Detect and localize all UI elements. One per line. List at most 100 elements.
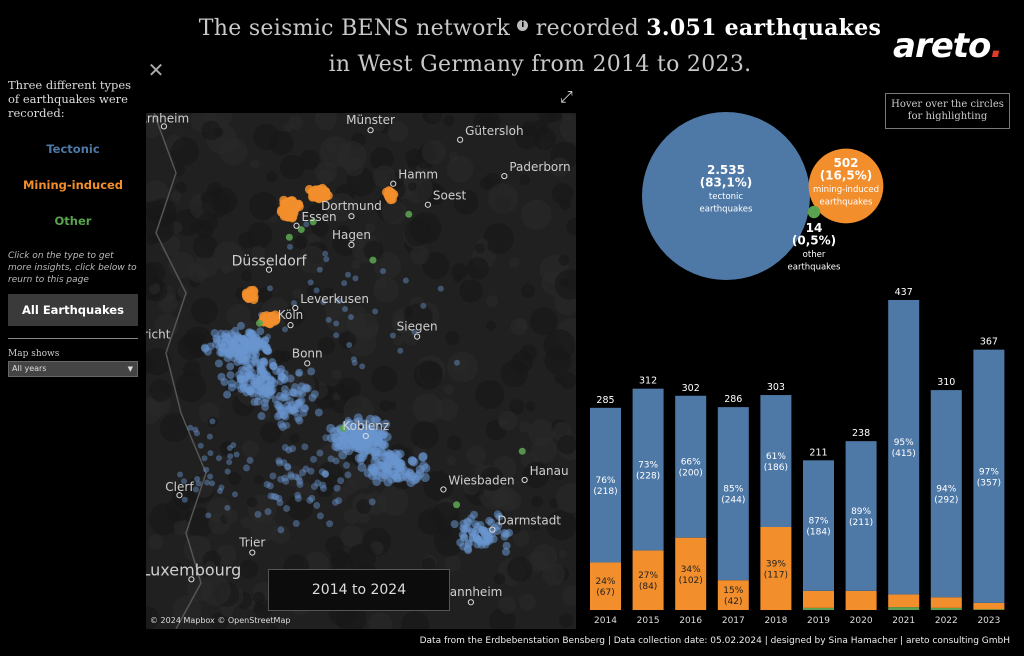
city-marker bbox=[265, 266, 273, 273]
bar-total-label: 286 bbox=[724, 394, 742, 405]
quake-point bbox=[471, 520, 480, 529]
quake-point bbox=[319, 481, 327, 489]
quake-point bbox=[381, 419, 391, 429]
bar-year-label: 2018 bbox=[764, 616, 787, 626]
bar-mining-2021[interactable] bbox=[888, 594, 920, 608]
map-shows-select[interactable]: All years ▼ bbox=[8, 361, 138, 377]
bubble-label: 502 bbox=[833, 156, 858, 170]
quake-point bbox=[352, 275, 359, 282]
quake-point bbox=[322, 250, 329, 257]
bar-tectonic-2022[interactable] bbox=[930, 390, 962, 598]
bubble-chart[interactable]: 2.535(83,1%) tectonic earthquakes 502(16,5%… bbox=[600, 96, 900, 286]
city-marker bbox=[390, 180, 397, 187]
type-mining-induced[interactable]: Mining-induced bbox=[22, 178, 124, 192]
close-icon[interactable]: ✕ bbox=[147, 58, 165, 82]
bubble-mining[interactable] bbox=[808, 148, 884, 224]
quake-point bbox=[194, 475, 201, 482]
bar-mining-2015[interactable] bbox=[632, 550, 664, 610]
all-earthquakes-button[interactable]: All Earthquakes bbox=[8, 294, 138, 326]
bar-pct-label: 76% bbox=[595, 476, 615, 486]
bar-tectonic-2018[interactable] bbox=[760, 395, 792, 528]
bar-tectonic-2017[interactable] bbox=[717, 407, 749, 581]
city-marker bbox=[176, 492, 183, 499]
city-marker bbox=[292, 304, 299, 312]
bar-other-2023[interactable] bbox=[973, 609, 1005, 610]
quake-point bbox=[223, 390, 232, 399]
type-tectonic[interactable]: Tectonic bbox=[46, 142, 100, 156]
bar-tectonic-2019[interactable] bbox=[803, 460, 834, 591]
type-other[interactable]: Other bbox=[54, 214, 92, 228]
bar-count-label: (67) bbox=[596, 588, 614, 598]
bar-count-label: (186) bbox=[764, 463, 788, 473]
bubble-label: earthquakes bbox=[700, 205, 753, 215]
quake-point bbox=[206, 342, 215, 351]
bar-other-2019[interactable] bbox=[803, 607, 834, 610]
quake-point bbox=[307, 367, 316, 376]
quake-point bbox=[308, 494, 316, 502]
quake-point bbox=[286, 374, 295, 383]
quake-point bbox=[323, 256, 330, 263]
bubble-label: earthquakes bbox=[788, 263, 841, 273]
bar-mining-2016[interactable] bbox=[675, 537, 707, 610]
bar-year-label: 2017 bbox=[722, 616, 745, 626]
quake-point bbox=[180, 478, 187, 485]
quake-point-other bbox=[309, 218, 317, 226]
bar-mining-2019[interactable] bbox=[803, 590, 834, 608]
quake-point-other bbox=[369, 256, 377, 264]
quake-point bbox=[209, 418, 216, 425]
bar-tectonic-2020[interactable] bbox=[845, 441, 877, 591]
bar-mining-2022[interactable] bbox=[930, 597, 962, 608]
quake-point bbox=[192, 486, 199, 493]
quake-point bbox=[308, 393, 317, 402]
map-credits[interactable]: © 2024 Mapbox © OpenStreetMap bbox=[150, 616, 291, 625]
bar-chart[interactable]: 76%(218) 24%(67) 285 2014 73%(228) 27%(84) 312… bbox=[584, 280, 1014, 630]
quake-point bbox=[209, 480, 216, 487]
quake-point bbox=[407, 471, 417, 481]
bar-mining-2018[interactable] bbox=[760, 527, 792, 610]
sidebar: Three different types of earthquakes wer… bbox=[8, 78, 138, 377]
quake-point bbox=[294, 474, 302, 482]
quake-point bbox=[397, 347, 404, 354]
bar-other-2021[interactable] bbox=[888, 607, 920, 610]
quake-point bbox=[357, 462, 367, 472]
bar-mining-2014[interactable] bbox=[590, 562, 621, 610]
city-label: Koblenz bbox=[342, 419, 389, 433]
quake-point bbox=[485, 516, 494, 525]
quake-point bbox=[259, 358, 268, 367]
quake-point bbox=[238, 357, 247, 366]
bubble-other[interactable] bbox=[807, 205, 821, 219]
quake-point bbox=[310, 455, 318, 463]
quake-point bbox=[464, 538, 473, 547]
bar-tectonic-2014[interactable] bbox=[590, 407, 621, 563]
bar-year-label: 2022 bbox=[935, 616, 958, 626]
bubble-tectonic[interactable] bbox=[642, 112, 810, 280]
city-label: Soest bbox=[433, 189, 467, 203]
bubble-label: 14 bbox=[806, 221, 823, 235]
quake-point bbox=[242, 464, 250, 472]
quake-point bbox=[292, 473, 300, 481]
bar-total-label: 310 bbox=[937, 377, 955, 388]
bar-count-label: (184) bbox=[806, 528, 830, 538]
quake-point bbox=[230, 442, 237, 449]
bar-tectonic-2015[interactable] bbox=[632, 388, 664, 551]
bar-tectonic-2021[interactable] bbox=[888, 300, 920, 595]
quake-point-other bbox=[255, 319, 263, 327]
bar-tectonic-2016[interactable] bbox=[675, 395, 707, 538]
bar-mining-2020[interactable] bbox=[845, 590, 877, 610]
bar-tectonic-2023[interactable] bbox=[973, 349, 1005, 603]
bar-mining-2023[interactable] bbox=[973, 602, 1005, 610]
earthquake-map[interactable]: Arnheim Münster Gütersloh Paderborn Hamm Soes… bbox=[146, 113, 576, 629]
bar-other-2022[interactable] bbox=[930, 607, 962, 610]
expand-icon[interactable]: ⤢ bbox=[560, 87, 573, 106]
map-canvas[interactable]: Arnheim Münster Gütersloh Paderborn Hamm Soes… bbox=[146, 113, 576, 629]
bar-mining-2017[interactable] bbox=[717, 580, 749, 610]
quake-point-other bbox=[518, 447, 526, 455]
quake-point bbox=[494, 521, 503, 530]
quake-point bbox=[282, 477, 290, 485]
title-mid: recorded bbox=[528, 16, 647, 41]
quake-point bbox=[402, 277, 409, 284]
info-icon[interactable]: i bbox=[517, 19, 529, 31]
earthquake-points bbox=[177, 183, 526, 556]
quake-point bbox=[301, 443, 309, 451]
quake-point bbox=[181, 496, 188, 503]
